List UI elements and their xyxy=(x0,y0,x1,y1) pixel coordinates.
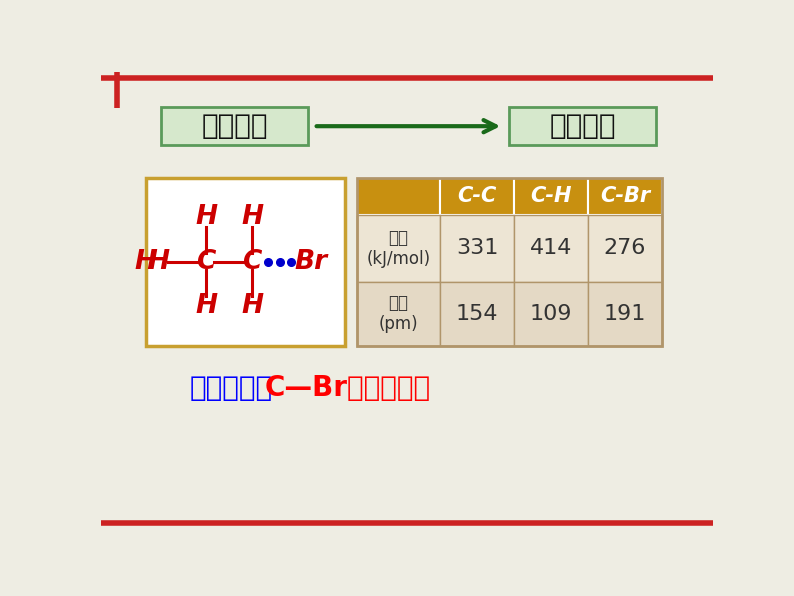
Text: 键长
(pm): 键长 (pm) xyxy=(379,294,418,333)
Text: 331: 331 xyxy=(456,238,498,258)
Text: 键能
(kJ/mol): 键能 (kJ/mol) xyxy=(366,229,430,268)
Text: H: H xyxy=(135,249,156,275)
Bar xyxy=(161,107,307,145)
Text: H: H xyxy=(147,249,169,275)
Text: H: H xyxy=(195,204,217,230)
Bar xyxy=(514,178,588,215)
Text: 数据分析：: 数据分析： xyxy=(190,374,273,402)
Text: 191: 191 xyxy=(603,304,646,324)
Text: C-Br: C-Br xyxy=(599,187,650,206)
Text: H: H xyxy=(195,293,217,319)
Text: 276: 276 xyxy=(603,238,646,258)
Bar xyxy=(440,178,514,215)
Text: C: C xyxy=(196,249,216,275)
Bar xyxy=(357,178,440,215)
Text: C: C xyxy=(242,249,262,275)
Text: 154: 154 xyxy=(456,304,499,324)
Text: C—Br键易断裂；: C—Br键易断裂； xyxy=(265,374,431,402)
Bar xyxy=(588,215,661,282)
Text: H: H xyxy=(241,204,264,230)
Bar xyxy=(357,178,661,346)
Bar xyxy=(357,282,440,346)
Bar xyxy=(146,178,345,346)
Bar xyxy=(514,282,588,346)
Text: C-H: C-H xyxy=(530,187,572,206)
Bar xyxy=(588,282,661,346)
Bar xyxy=(509,107,656,145)
Text: 109: 109 xyxy=(530,304,572,324)
Bar xyxy=(357,215,440,282)
Text: 化学性质: 化学性质 xyxy=(549,112,615,140)
Bar xyxy=(440,282,514,346)
Bar xyxy=(514,215,588,282)
Text: H: H xyxy=(241,293,264,319)
Bar xyxy=(588,178,661,215)
Text: Br: Br xyxy=(295,249,327,275)
Text: 414: 414 xyxy=(530,238,572,258)
Bar xyxy=(440,215,514,282)
Text: C-C: C-C xyxy=(457,187,497,206)
Text: 结构分析: 结构分析 xyxy=(201,112,268,140)
